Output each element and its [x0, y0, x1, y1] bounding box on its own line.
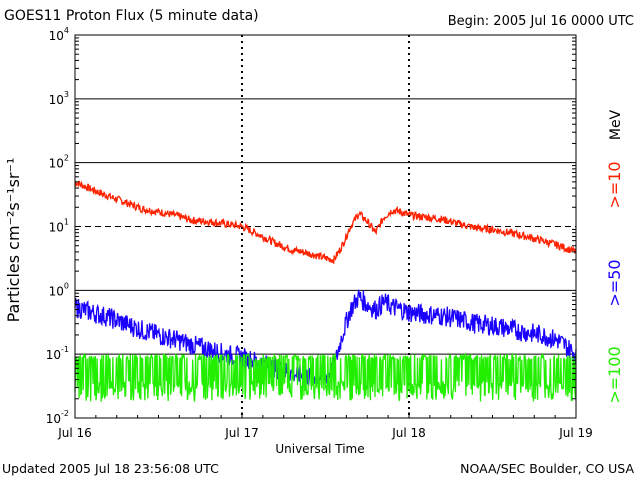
y-axis-ticks: 10-2 10-1 100 101 102 103 104	[46, 26, 576, 426]
x-tick-label: Jul 19	[558, 426, 593, 440]
series-layer	[74, 180, 577, 402]
x-axis-ticks: Jul 16 Jul 17 Jul 18 Jul 19	[57, 412, 593, 440]
legend-entry: >=50	[605, 259, 624, 306]
y-tick-label: 100	[49, 281, 69, 298]
series-line-ge10	[74, 180, 577, 264]
x-axis-label: Universal Time	[275, 442, 365, 456]
begin-time: Begin: 2005 Jul 16 0000 UTC	[447, 14, 634, 29]
unit-label: MeV	[608, 109, 624, 140]
credit: NOAA/SEC Boulder, CO USA	[460, 461, 634, 476]
y-axis-label: Particles cm⁻²s⁻¹sr⁻¹	[4, 158, 23, 323]
x-tick-label: Jul 17	[224, 426, 259, 440]
gridlines	[75, 35, 576, 418]
y-tick-label: 103	[49, 90, 69, 107]
y-tick-label: 10-2	[46, 409, 69, 426]
x-tick-label: Jul 18	[391, 426, 426, 440]
y-tick-label: 10-1	[46, 345, 69, 362]
chart-title: GOES11 Proton Flux (5 minute data)	[4, 8, 259, 24]
legend-entry: >=10	[605, 161, 624, 208]
x-tick-label: Jul 16	[57, 426, 92, 440]
y-tick-label: 102	[49, 154, 69, 171]
legend: >=10 >=50 >=100 MeV	[605, 109, 624, 403]
series-line-ge100	[74, 352, 577, 402]
legend-entry: >=100	[605, 346, 624, 403]
y-tick-label: 104	[49, 26, 69, 43]
y-tick-label: 101	[49, 218, 69, 235]
updated-time: Updated 2005 Jul 18 23:56:08 UTC	[2, 461, 219, 476]
